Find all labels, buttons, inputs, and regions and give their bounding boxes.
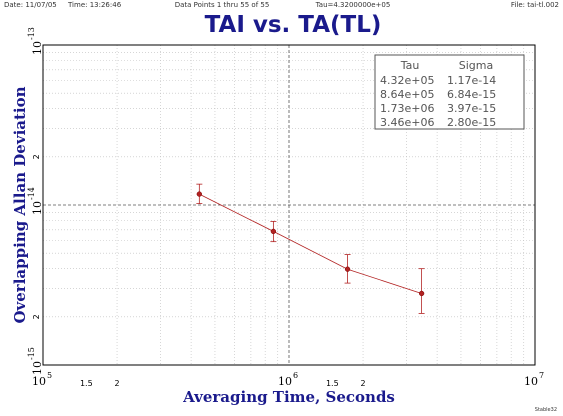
results-table-frame <box>374 54 525 130</box>
table-cell: 1.73e+06 <box>380 102 434 115</box>
grid <box>43 45 535 365</box>
x-tick-exponent: 5 <box>47 371 52 380</box>
y-tick-base: 10 <box>31 41 44 55</box>
y-minor-tick-label: 2 <box>32 314 41 319</box>
table-cell: 3.97e-15 <box>447 102 496 115</box>
table-header-sigma: Sigma <box>459 59 493 72</box>
y-tick-exponent: -14 <box>27 187 36 200</box>
y-tick-base: 10 <box>31 201 44 215</box>
header-data-points: Data Points 1 thru 55 of 55 <box>175 1 270 9</box>
y-tick-base: 10 <box>31 361 44 375</box>
y-tick-label: 10-15 <box>27 347 44 375</box>
x-minor-tick-label: 1.5 <box>80 379 93 388</box>
x-tick-label: 10 <box>278 375 292 388</box>
x-axis-label: Averaging Time, Seconds <box>182 388 395 406</box>
y-minor-tick-text: 2 <box>32 154 41 159</box>
data-point <box>270 228 277 235</box>
y-axis-label: Overlapping Allan Deviation <box>11 86 29 323</box>
table-cell: 1.17e-14 <box>447 74 496 87</box>
data-point <box>344 266 351 272</box>
x-minor-tick-label: 1.5 <box>326 379 339 388</box>
table-cell: 2.80e-15 <box>447 116 496 129</box>
y-tick-exponent: -15 <box>27 347 36 360</box>
x-tick-exponent: 7 <box>539 371 544 380</box>
x-minor-tick-label: 2 <box>361 379 366 388</box>
header-time: Time: 13:26:46 <box>67 1 122 9</box>
chart-title: TAI vs. TA(TL) <box>205 12 382 38</box>
y-minor-tick-text: 2 <box>32 314 41 319</box>
header-date: Date: 11/07/05 <box>4 1 57 9</box>
data-layer <box>196 183 425 314</box>
x-minor-tick-label: 2 <box>115 379 120 388</box>
y-tick-label: 10-13 <box>27 27 44 55</box>
table-cell: 3.46e+06 <box>380 116 434 129</box>
table-cell: 8.64e+05 <box>380 88 434 101</box>
y-tick-exponent: -13 <box>27 27 36 40</box>
table-cell: 6.84e-15 <box>447 88 496 101</box>
y-tick-label: 10-14 <box>27 187 44 215</box>
header-tau: Tau=4.3200000e+05 <box>315 1 391 9</box>
table-cell: 4.32e+05 <box>380 74 434 87</box>
x-tick-label: 10 <box>524 375 538 388</box>
series-line <box>199 193 422 294</box>
plot-frame <box>42 44 536 366</box>
header-file: File: tai-tl.002 <box>511 1 559 9</box>
x-tick-label: 10 <box>32 375 46 388</box>
results-table: Tau Sigma 4.32e+05 1.17e-14 8.64e+05 6.8… <box>374 54 525 130</box>
footer-brand: Stable32 <box>535 407 557 413</box>
data-point <box>196 191 202 197</box>
table-header-tau: Tau <box>400 59 420 72</box>
y-minor-tick-label: 2 <box>32 154 41 159</box>
x-tick-exponent: 6 <box>293 371 298 380</box>
data-point <box>418 290 425 297</box>
